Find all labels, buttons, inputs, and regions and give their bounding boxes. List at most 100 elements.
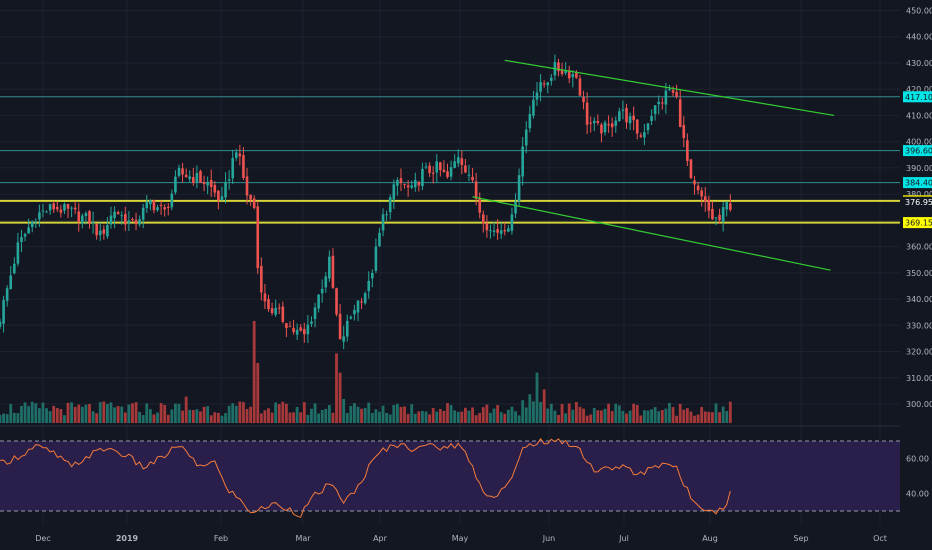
candle-body xyxy=(152,200,156,211)
candle-body xyxy=(560,70,564,75)
volume-bar xyxy=(263,410,267,423)
volume-bar xyxy=(610,411,614,423)
volume-bar xyxy=(725,411,729,423)
volume-bar xyxy=(288,412,292,423)
candle-body xyxy=(313,307,317,319)
volume-bar xyxy=(496,405,500,423)
candle-body xyxy=(138,219,141,225)
trendline[interactable] xyxy=(504,59,835,117)
volume-bar xyxy=(388,414,392,423)
trendline[interactable] xyxy=(472,196,831,271)
volume-bar xyxy=(274,402,278,423)
volume-bar xyxy=(567,403,571,423)
volume-bar xyxy=(12,412,16,423)
volume-bar xyxy=(163,404,167,423)
candle-body xyxy=(338,313,342,340)
volume-bar xyxy=(596,410,600,423)
volume-bar xyxy=(535,372,539,423)
candle-body xyxy=(603,122,607,133)
candle-body xyxy=(678,99,682,127)
candle-body xyxy=(202,182,206,184)
candle-body xyxy=(0,321,2,327)
candle-body xyxy=(192,177,195,183)
candlesticks[interactable] xyxy=(0,54,732,350)
candle-body xyxy=(55,206,59,210)
volume-bar xyxy=(585,415,589,423)
volume-bar xyxy=(249,406,252,423)
volume-bar xyxy=(302,402,306,423)
candle-body xyxy=(399,178,403,184)
candle-body xyxy=(170,193,174,208)
candle-body xyxy=(159,204,163,206)
candle-body xyxy=(77,211,81,222)
volume-bar xyxy=(453,410,457,423)
volume-bar xyxy=(492,408,496,423)
candle-body xyxy=(707,199,711,211)
volume-bar xyxy=(449,405,453,423)
volume-bar xyxy=(20,406,23,423)
candle-body xyxy=(66,204,70,209)
candle-body xyxy=(661,102,664,104)
volume-bar xyxy=(574,401,578,423)
volume-bar xyxy=(55,408,59,423)
candle-body xyxy=(317,294,320,309)
volume-bar xyxy=(195,409,199,423)
trendlines[interactable] xyxy=(472,59,835,271)
volume-bar xyxy=(385,412,389,423)
volume-bar xyxy=(481,407,485,423)
level-tag-bg xyxy=(903,91,932,103)
volume-bar xyxy=(306,414,310,423)
candle-body xyxy=(571,74,575,78)
volume-bar xyxy=(499,412,503,423)
volume-bar xyxy=(660,410,664,423)
volume-bar xyxy=(148,409,152,423)
candle-body xyxy=(363,293,367,304)
rsi-axis[interactable]: 40.00 60.00 xyxy=(906,455,929,499)
candle-body xyxy=(63,204,66,211)
volume-bar xyxy=(643,410,646,423)
volume-bar xyxy=(145,403,149,423)
candle-body xyxy=(360,301,363,303)
candle-body xyxy=(417,182,421,186)
volume-bar xyxy=(614,403,618,423)
candle-body xyxy=(274,307,277,315)
volume-bar xyxy=(578,406,582,423)
volume-bar xyxy=(213,412,217,423)
candle-body xyxy=(292,327,295,333)
candle-body xyxy=(578,78,582,96)
volume-bar xyxy=(592,408,596,423)
candle-body xyxy=(124,214,127,225)
candle-body xyxy=(320,288,324,294)
volume-bar xyxy=(424,411,428,423)
volume-bar xyxy=(159,403,163,423)
volume-bar xyxy=(349,405,353,423)
time-tick-label: Apr xyxy=(373,534,388,543)
volume-bar xyxy=(603,408,607,423)
volume-bar xyxy=(327,405,331,423)
volume-bar xyxy=(184,396,188,423)
candle-body xyxy=(199,170,202,183)
level-tag: 369.15 xyxy=(905,219,932,228)
candle-body xyxy=(335,288,338,315)
time-tick-label: Oct xyxy=(873,534,887,543)
candle-body xyxy=(177,167,181,176)
time-tick-label: May xyxy=(452,534,469,543)
volume-bar xyxy=(84,404,88,423)
candle-body xyxy=(242,155,245,178)
candle-body xyxy=(220,196,224,201)
volume-bar xyxy=(16,413,20,423)
volume-bar xyxy=(267,408,270,423)
volume-bar xyxy=(682,409,686,423)
candle-body xyxy=(406,185,410,188)
price-tick-label: 300.00 xyxy=(906,400,932,409)
candle-body xyxy=(295,329,299,335)
candle-body xyxy=(206,182,209,186)
time-axis[interactable]: Dec 2019 Feb Mar Apr May Jun Jul Aug Sep Oct xyxy=(35,534,887,543)
volume-bar xyxy=(421,410,424,423)
volume-bar xyxy=(410,404,414,423)
candle-body xyxy=(277,307,281,309)
candle-body xyxy=(9,275,13,290)
volume-bar xyxy=(245,408,249,423)
volume-bar xyxy=(718,412,721,423)
